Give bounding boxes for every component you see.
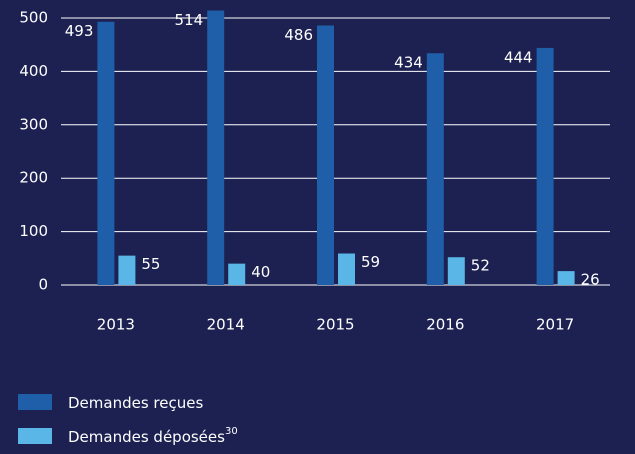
y-tick-label: 400 [19,62,48,80]
y-tick-label: 200 [19,169,48,187]
bar [118,255,136,285]
x-tick-label: 2014 [207,316,245,334]
y-tick-label: 500 [19,9,48,27]
bar [447,257,465,285]
bar [207,10,225,286]
data-label: 514 [175,11,204,29]
y-tick-label: 300 [19,115,48,133]
bar [338,253,355,285]
legend-name: Demandes reçues [68,394,203,412]
legend-swatch [18,428,52,444]
y-tick-label: 0 [38,276,48,294]
data-label: 493 [65,22,94,40]
bar [536,47,554,286]
x-tick-label: 2015 [316,316,354,334]
x-tick-label: 2017 [536,316,574,334]
data-label: 26 [581,271,600,289]
legend-label: Demandes reçues [68,394,203,412]
legend-note: 30 [225,426,238,437]
data-label: 486 [284,26,313,44]
bar [317,25,334,285]
data-label: 434 [394,54,423,72]
x-tick-label: 2013 [97,316,135,334]
data-label: 55 [141,255,160,273]
y-tick-label: 100 [19,222,48,240]
bar [228,263,246,285]
bar [97,21,115,285]
legend-swatch [18,394,52,410]
data-label: 444 [504,48,533,66]
data-label: 40 [251,263,270,281]
legend-label: Demandes déposées30 [68,426,238,446]
x-tick-label: 2016 [426,316,464,334]
legend-name: Demandes déposées [68,428,225,446]
data-label: 59 [361,253,380,271]
bar [557,271,575,285]
data-label: 52 [471,257,490,275]
bar [426,53,444,285]
